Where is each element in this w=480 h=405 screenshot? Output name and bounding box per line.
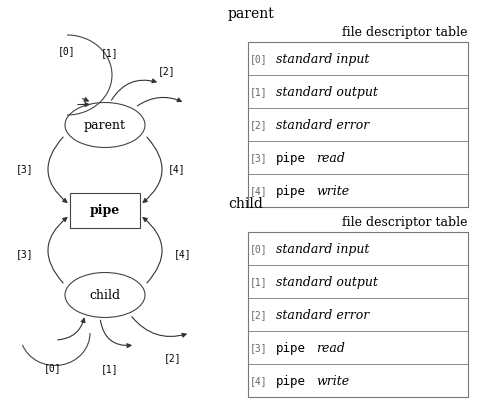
Bar (248, 232, 468, 397)
Text: [3]: [3] (16, 164, 34, 174)
Text: [4]: [4] (174, 248, 192, 258)
Text: [0]: [0] (44, 362, 62, 372)
Text: [4]: [4] (168, 164, 186, 174)
Text: pipe: pipe (276, 341, 306, 354)
Text: [0]: [0] (250, 54, 268, 64)
Text: [2]: [2] (250, 120, 268, 130)
Text: standard error: standard error (276, 119, 369, 132)
Text: parent: parent (228, 7, 275, 21)
Text: [4]: [4] (250, 186, 268, 196)
Text: [3]: [3] (250, 153, 268, 163)
Text: child: child (228, 196, 263, 211)
Text: [1]: [1] (250, 277, 268, 287)
Text: standard input: standard input (276, 243, 370, 256)
Text: pipe: pipe (276, 374, 306, 387)
Text: write: write (316, 185, 349, 198)
Text: [3]: [3] (16, 248, 34, 258)
Text: pipe: pipe (276, 151, 306, 164)
Text: file descriptor table: file descriptor table (343, 215, 468, 228)
Text: standard input: standard input (276, 53, 370, 66)
Bar (70, 193, 140, 228)
Text: pipe: pipe (90, 204, 120, 217)
Text: write: write (316, 374, 349, 387)
Text: pipe: pipe (276, 185, 306, 198)
Text: standard output: standard output (276, 86, 378, 99)
Text: parent: parent (84, 119, 126, 132)
Text: [1]: [1] (101, 48, 119, 58)
Text: [2]: [2] (250, 310, 268, 320)
Text: [2]: [2] (164, 352, 182, 362)
Text: file descriptor table: file descriptor table (343, 26, 468, 39)
Text: [0]: [0] (250, 244, 268, 254)
Text: [1]: [1] (101, 363, 119, 373)
Text: [3]: [3] (250, 343, 268, 353)
Text: read: read (316, 151, 345, 164)
Text: standard output: standard output (276, 275, 378, 288)
Text: [4]: [4] (250, 375, 268, 386)
Text: read: read (316, 341, 345, 354)
Text: standard error: standard error (276, 308, 369, 321)
Text: [2]: [2] (158, 66, 176, 76)
Text: child: child (89, 289, 120, 302)
Text: [0]: [0] (58, 46, 76, 56)
Text: [1]: [1] (250, 87, 268, 97)
Bar (248, 43, 468, 207)
